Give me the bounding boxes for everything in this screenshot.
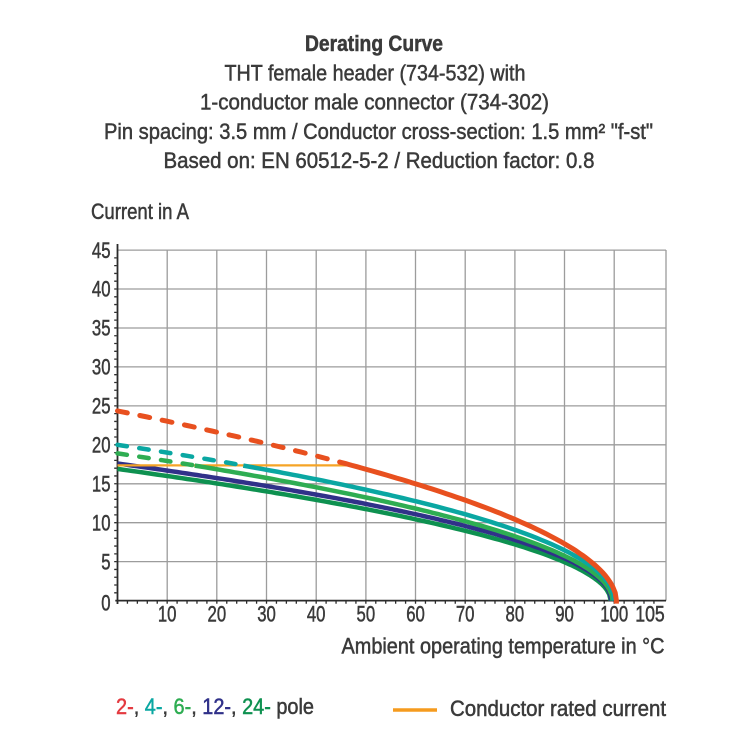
svg-text:50: 50 — [357, 602, 376, 627]
svg-text:25: 25 — [92, 394, 111, 419]
svg-text:2-, 4-, 6-, 12-, 24- pole: 2-, 4-, 6-, 12-, 24- pole — [116, 694, 314, 719]
svg-text:Pin spacing: 3.5 mm / Conducto: Pin spacing: 3.5 mm / Conductor cross-se… — [104, 119, 653, 144]
svg-text:30: 30 — [92, 355, 111, 380]
svg-text:Derating Curve: Derating Curve — [305, 31, 443, 56]
svg-text:20: 20 — [92, 433, 111, 458]
svg-text:Based on: EN 60512-5-2 / Reduc: Based on: EN 60512-5-2 / Reduction facto… — [164, 148, 595, 173]
svg-text:60: 60 — [406, 602, 425, 627]
svg-text:15: 15 — [92, 471, 111, 496]
svg-text:30: 30 — [257, 602, 276, 627]
svg-text:Current in A: Current in A — [91, 199, 189, 224]
svg-text:Conductor rated current: Conductor rated current — [450, 696, 666, 721]
svg-text:Ambient operating temperature: Ambient operating temperature in °C — [342, 634, 665, 659]
svg-text:80: 80 — [506, 602, 525, 627]
svg-text:70: 70 — [456, 602, 475, 627]
svg-text:5: 5 — [101, 549, 110, 574]
svg-text:10: 10 — [158, 602, 177, 627]
svg-text:40: 40 — [307, 602, 326, 627]
svg-text:100: 100 — [600, 602, 628, 627]
svg-text:THT female header (734-532) wi: THT female header (734-532) with — [225, 60, 526, 85]
svg-text:45: 45 — [92, 238, 111, 263]
svg-text:20: 20 — [208, 602, 227, 627]
svg-text:40: 40 — [92, 277, 111, 302]
svg-text:10: 10 — [92, 510, 111, 535]
svg-text:105: 105 — [635, 602, 665, 627]
svg-text:35: 35 — [92, 316, 111, 341]
svg-text:1-conductor male connector (73: 1-conductor male connector (734-302) — [200, 90, 549, 115]
svg-text:0: 0 — [101, 590, 110, 615]
svg-text:90: 90 — [555, 602, 574, 627]
